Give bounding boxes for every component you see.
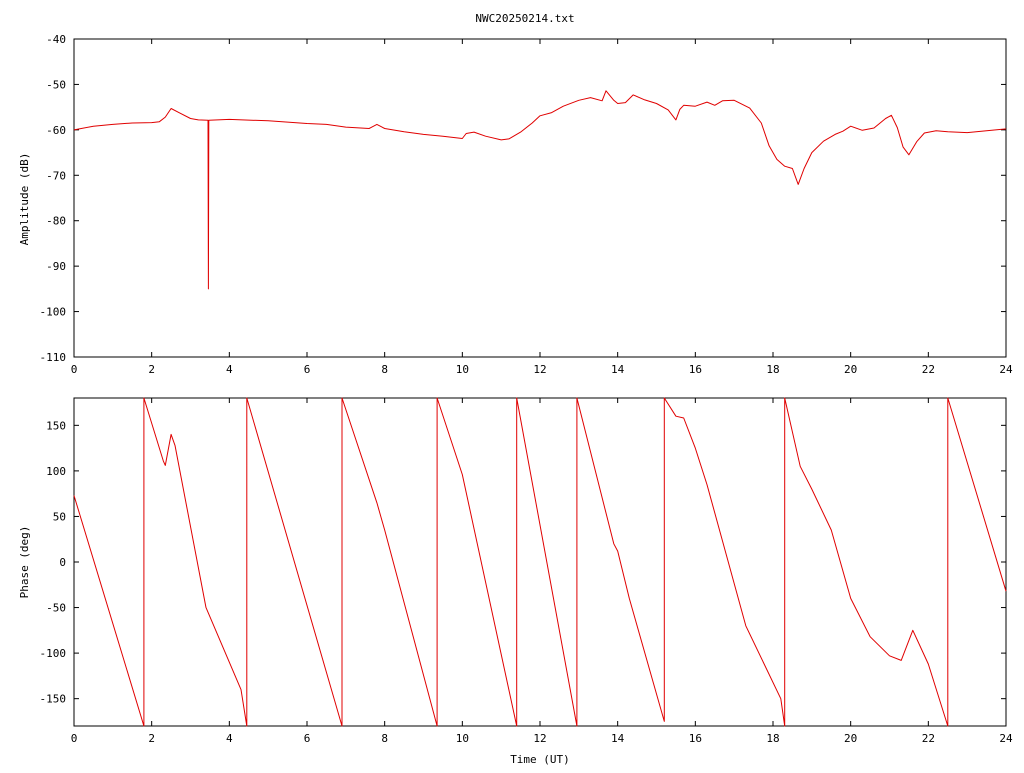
y-tick-label: 50 xyxy=(53,510,66,523)
x-tick-label: 22 xyxy=(922,363,935,376)
x-tick-label: 0 xyxy=(71,363,78,376)
x-tick-label: 12 xyxy=(533,363,546,376)
x-tick-label: 6 xyxy=(304,363,311,376)
y-tick-label: -150 xyxy=(40,693,67,706)
y-tick-label: -100 xyxy=(40,306,67,319)
y-tick-label: -100 xyxy=(40,647,67,660)
x-tick-label: 18 xyxy=(766,363,779,376)
x-tick-label: 2 xyxy=(148,363,155,376)
plot-frame xyxy=(73,38,1007,358)
plot-frame xyxy=(73,397,1007,727)
x-tick-label: 20 xyxy=(844,363,857,376)
x-tick-label: 24 xyxy=(999,732,1013,745)
y-tick-label: -90 xyxy=(46,260,66,273)
y-tick-label: -50 xyxy=(46,78,66,91)
y-tick-label: -40 xyxy=(46,33,66,46)
x-tick-label: 24 xyxy=(999,363,1013,376)
x-tick-label: 20 xyxy=(844,732,857,745)
x-tick-label: 16 xyxy=(689,732,702,745)
y-tick-label: -60 xyxy=(46,124,66,137)
series-line xyxy=(73,397,1007,727)
x-tick-label: 10 xyxy=(456,732,469,745)
y-tick-label: -70 xyxy=(46,169,66,182)
x-tick-label: 14 xyxy=(611,732,625,745)
x-tick-label: 8 xyxy=(381,732,388,745)
x-tick-label: 8 xyxy=(381,363,388,376)
phase-ylabel: Phase (deg) xyxy=(18,526,31,599)
x-tick-label: 14 xyxy=(611,363,625,376)
phase-xlabel: Time (UT) xyxy=(510,753,570,766)
x-tick-label: 10 xyxy=(456,363,469,376)
y-tick-label: 100 xyxy=(46,465,66,478)
chart-title: NWC20250214.txt xyxy=(475,12,574,25)
series-line xyxy=(73,90,1007,290)
amplitude-panel: Amplitude (dB) 0 2 4 6 8 10 12 14 16 18 20 22 24-40-… xyxy=(18,33,1013,376)
y-tick-label: -50 xyxy=(46,602,66,615)
x-tick-label: 6 xyxy=(304,732,311,745)
x-tick-label: 18 xyxy=(766,732,779,745)
x-tick-label: 4 xyxy=(226,363,233,376)
x-tick-label: 2 xyxy=(148,732,155,745)
x-tick-label: 12 xyxy=(533,732,546,745)
x-tick-label: 16 xyxy=(689,363,702,376)
y-tick-label: -80 xyxy=(46,215,66,228)
x-tick-label: 4 xyxy=(226,732,233,745)
x-tick-label: 22 xyxy=(922,732,935,745)
y-tick-label: -110 xyxy=(40,351,67,364)
phase-panel: Phase (deg) Time (UT) 0 2 4 6 8 10 12 14 16 18 20 2… xyxy=(18,397,1013,766)
x-tick-label: 0 xyxy=(71,732,78,745)
y-tick-label: 150 xyxy=(46,419,66,432)
amplitude-ylabel: Amplitude (dB) xyxy=(18,153,31,246)
y-tick-label: 0 xyxy=(59,556,66,569)
